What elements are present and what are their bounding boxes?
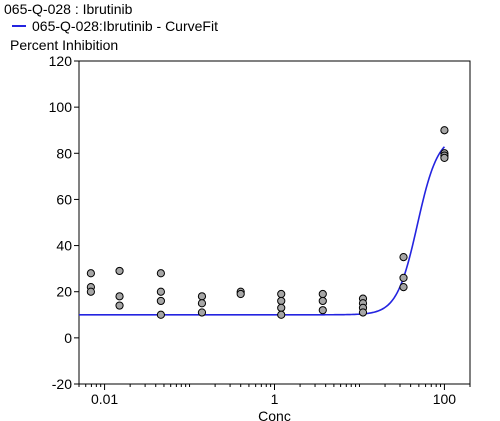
- y-tick-label: 80: [56, 145, 72, 161]
- y-tick-label: 100: [49, 99, 73, 115]
- data-point: [156, 269, 165, 278]
- x-tick-label: 100: [433, 391, 457, 407]
- data-point: [156, 296, 165, 306]
- data-point: [197, 292, 207, 301]
- legend: 065-Q-028:Ibrutinib - CurveFit: [12, 18, 218, 34]
- data-point: [277, 289, 286, 299]
- y-tick-label: -20: [52, 376, 72, 392]
- data-point: [156, 310, 165, 319]
- data-point: [399, 273, 408, 282]
- data-point: [277, 310, 286, 319]
- data-point: [440, 153, 449, 162]
- data-point: [86, 287, 95, 296]
- data-point: [197, 308, 207, 317]
- y-tick-label: 40: [56, 238, 72, 254]
- x-tick-label: 0.01: [91, 391, 118, 407]
- data-point: [86, 269, 95, 278]
- data-point: [358, 308, 368, 317]
- data-point: [318, 306, 327, 315]
- data-point: [115, 266, 124, 276]
- y-tick-label: 60: [56, 191, 72, 207]
- data-point: [399, 283, 408, 292]
- chart-title: 065-Q-028 : Ibrutinib: [4, 1, 133, 17]
- plot-frame: [78, 60, 471, 385]
- data-point: [318, 289, 327, 299]
- data-point: [318, 296, 327, 306]
- legend-line-swatch: [12, 25, 26, 27]
- data-point: [277, 296, 286, 306]
- y-axis-label: Percent Inhibition: [10, 37, 119, 53]
- data-point: [277, 303, 286, 312]
- curve-fit-line: [79, 146, 446, 316]
- data-point: [197, 299, 207, 308]
- y-tick-label: 0: [64, 330, 72, 346]
- x-axis-label: Conc: [258, 408, 291, 421]
- data-point: [115, 292, 124, 301]
- y-tick-label: 120: [49, 53, 73, 69]
- y-tick-label: 20: [56, 284, 72, 300]
- x-axis: 0.01 1 100: [78, 384, 471, 407]
- y-axis: -20 0 20 40 60 80 100 120: [49, 53, 79, 392]
- data-point: [440, 126, 449, 135]
- data-point: [156, 287, 165, 296]
- data-point: [399, 253, 408, 262]
- x-tick-label: 1: [271, 391, 279, 407]
- data-point: [115, 301, 124, 310]
- legend-label: 065-Q-028:Ibrutinib - CurveFit: [32, 18, 218, 34]
- data-point: [236, 289, 245, 299]
- data-points: [86, 126, 449, 319]
